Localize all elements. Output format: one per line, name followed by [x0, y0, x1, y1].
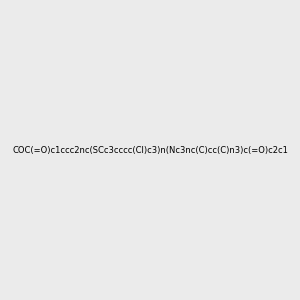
Text: COC(=O)c1ccc2nc(SCc3cccc(Cl)c3)n(Nc3nc(C)cc(C)n3)c(=O)c2c1: COC(=O)c1ccc2nc(SCc3cccc(Cl)c3)n(Nc3nc(C…: [12, 146, 288, 154]
